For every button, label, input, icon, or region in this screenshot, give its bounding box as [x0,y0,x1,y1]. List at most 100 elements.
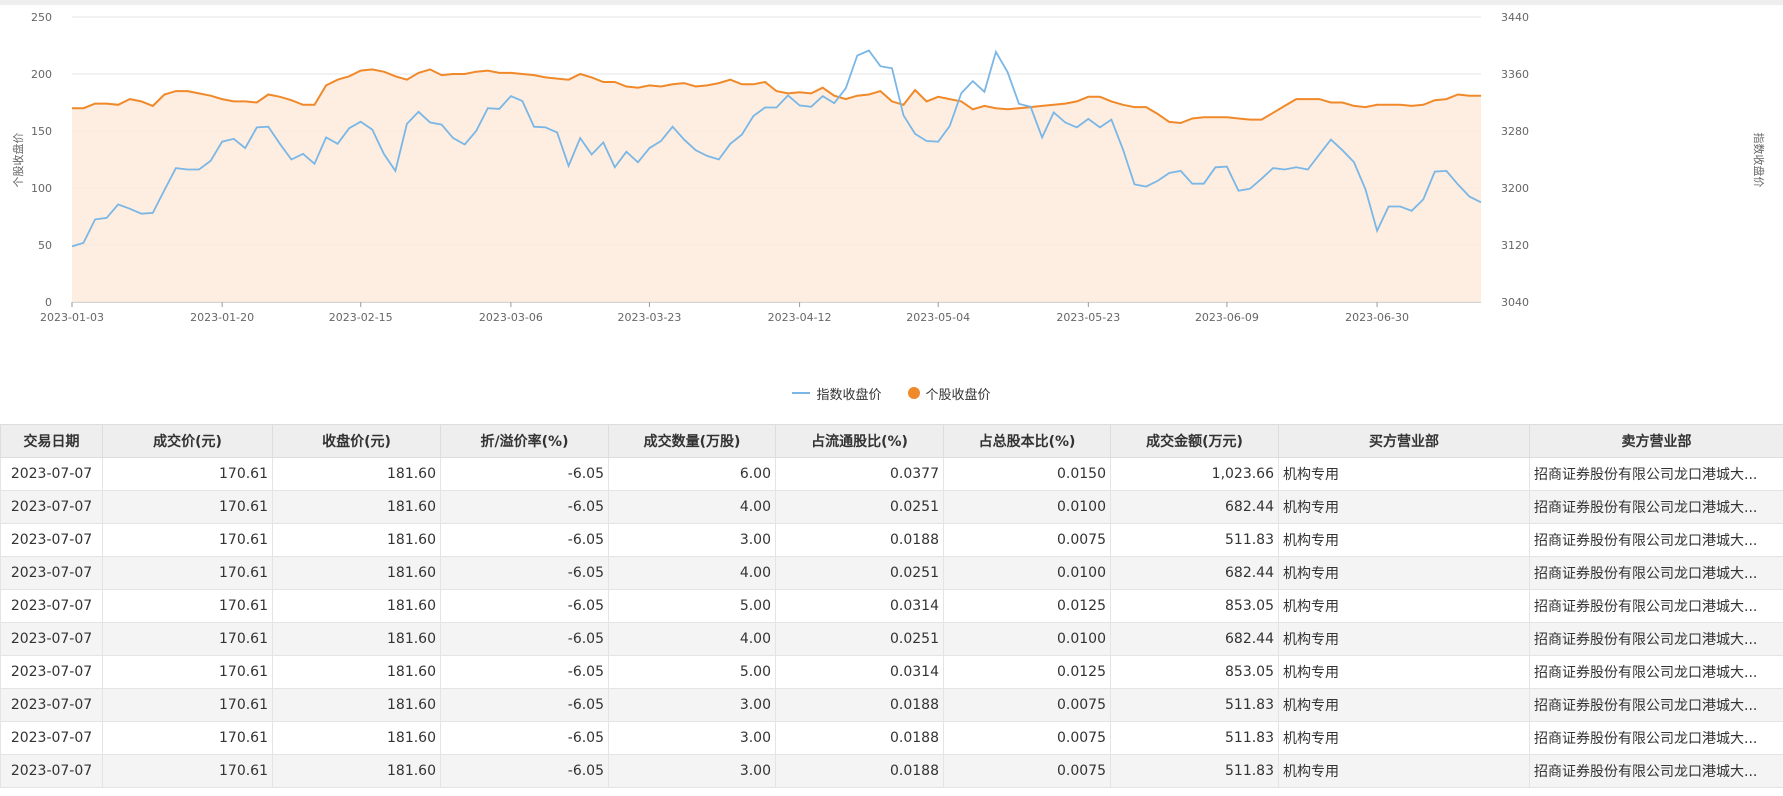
legend-item-index[interactable]: 指数收盘价 [792,384,882,403]
seller-dept-cell: 招商证券股份有限公司龙口港城大... [1529,655,1783,689]
buyer-dept-cell: 机构专用 [1278,589,1530,623]
buyer-dept-cell: 机构专用 [1278,523,1530,557]
deal-price-cell: 170.61 [102,457,273,491]
column-header[interactable]: 收盘价(元) [272,424,441,458]
volume-cell: 6.00 [608,457,776,491]
column-header[interactable]: 占流通股比(%) [775,424,944,458]
total-ratio-cell: 0.0075 [943,721,1111,755]
volume-cell: 4.00 [608,556,776,590]
column-header[interactable]: 交易日期 [0,424,103,458]
close-price-cell: 181.60 [272,490,441,524]
left-axis-tick-label: 150 [31,125,52,138]
close-price-cell: 181.60 [272,523,441,557]
premium-rate-cell: -6.05 [440,655,609,689]
premium-rate-cell: -6.05 [440,622,609,656]
right-axis-tick-label: 3120 [1501,239,1529,252]
deal-price-cell: 170.61 [102,523,273,557]
volume-cell: 3.00 [608,754,776,788]
left-axis-tick-label: 100 [31,182,52,195]
amount-cell: 511.83 [1110,523,1279,557]
stock-area-fill [72,69,1481,303]
total-ratio-cell: 0.0075 [943,523,1111,557]
column-header[interactable]: 买方营业部 [1278,424,1530,458]
deal-price-cell: 170.61 [102,655,273,689]
buyer-dept-cell: 机构专用 [1278,688,1530,722]
close-price-cell: 181.60 [272,457,441,491]
seller-dept-cell: 招商证券股份有限公司龙口港城大... [1529,523,1783,557]
close-price-cell: 181.60 [272,556,441,590]
trade-date-cell: 2023-07-07 [0,523,103,557]
table-row: 2023-07-07 170.61 181.60 -6.05 6.00 0.0377 0.0… [0,457,1783,491]
float-ratio-cell: 0.0251 [775,556,944,590]
float-ratio-cell: 0.0251 [775,622,944,656]
price-chart: 0 50 100 150 200 250 3040 3120 3200 3280 3360 3440 个… [11,11,1766,324]
seller-dept-cell: 招商证券股份有限公司龙口港城大... [1529,688,1783,722]
right-axis-tick-label: 3040 [1501,296,1529,309]
x-axis-tick-label: 2023-03-06 [479,311,543,324]
right-axis-title: 指数收盘价 [1752,133,1766,188]
amount-cell: 682.44 [1110,622,1279,656]
amount-cell: 511.83 [1110,688,1279,722]
table-row: 2023-07-07 170.61 181.60 -6.05 4.00 0.0251 0.0… [0,490,1783,524]
deal-price-cell: 170.61 [102,556,273,590]
trade-date-cell: 2023-07-07 [0,490,103,524]
seller-dept-cell: 招商证券股份有限公司龙口港城大... [1529,457,1783,491]
float-ratio-cell: 0.0251 [775,490,944,524]
seller-dept-cell: 招商证券股份有限公司龙口港城大... [1529,622,1783,656]
legend-item-stock[interactable]: 个股收盘价 [907,384,991,403]
legend-dot-icon [907,387,920,399]
close-price-cell: 181.60 [272,655,441,689]
amount-cell: 682.44 [1110,490,1279,524]
x-axis-tick-label: 2023-03-23 [617,311,681,324]
seller-dept-cell: 招商证券股份有限公司龙口港城大... [1529,490,1783,524]
total-ratio-cell: 0.0125 [943,589,1111,623]
column-header[interactable]: 成交金额(万元) [1110,424,1279,458]
volume-cell: 3.00 [608,721,776,755]
left-axis-tick-label: 200 [31,68,52,81]
right-axis-tick-label: 3360 [1501,68,1529,81]
premium-rate-cell: -6.05 [440,589,609,623]
amount-cell: 682.44 [1110,556,1279,590]
total-ratio-cell: 0.0100 [943,556,1111,590]
premium-rate-cell: -6.05 [440,523,609,557]
total-ratio-cell: 0.0075 [943,688,1111,722]
stock-close-line [72,68,1481,125]
amount-cell: 511.83 [1110,754,1279,788]
trade-date-cell: 2023-07-07 [0,556,103,590]
float-ratio-cell: 0.0188 [775,754,944,788]
close-price-cell: 181.60 [272,688,441,722]
legend-label-index: 指数收盘价 [816,387,882,403]
premium-rate-cell: -6.05 [440,556,609,590]
total-ratio-cell: 0.0125 [943,655,1111,689]
premium-rate-cell: -6.05 [440,688,609,722]
column-header[interactable]: 占总股本比(%) [943,424,1111,458]
premium-rate-cell: -6.05 [440,490,609,524]
premium-rate-cell: -6.05 [440,754,609,788]
volume-cell: 3.00 [608,688,776,722]
seller-dept-cell: 招商证券股份有限公司龙口港城大... [1529,721,1783,755]
table-row: 2023-07-07 170.61 181.60 -6.05 3.00 0.0188 0.0… [0,688,1783,722]
volume-cell: 4.00 [608,622,776,656]
trade-date-cell: 2023-07-07 [0,589,103,623]
buyer-dept-cell: 机构专用 [1278,754,1530,788]
total-ratio-cell: 0.0100 [943,490,1111,524]
total-ratio-cell: 0.0100 [943,622,1111,656]
header-row: 交易日期 成交价(元) 收盘价(元) 折/溢价率(%) 成交数量(万股) 占流通股比(%)… [0,424,1783,458]
column-header[interactable]: 成交数量(万股) [608,424,776,458]
right-axis-tick-label: 3200 [1501,182,1529,195]
close-price-cell: 181.60 [272,589,441,623]
column-header[interactable]: 卖方营业部 [1529,424,1783,458]
buyer-dept-cell: 机构专用 [1278,622,1530,656]
table-body: 2023-07-07 170.61 181.60 -6.05 6.00 0.0377 0.0… [0,457,1783,788]
table-row: 2023-07-07 170.61 181.60 -6.05 5.00 0.0314 0.0… [0,589,1783,623]
buyer-dept-cell: 机构专用 [1278,490,1530,524]
deal-price-cell: 170.61 [102,688,273,722]
close-price-cell: 181.60 [272,754,441,788]
left-axis-tick-label: 250 [31,11,52,24]
column-header[interactable]: 折/溢价率(%) [440,424,609,458]
x-axis-tick-label: 2023-01-03 [40,311,104,324]
right-axis-tick-label: 3280 [1501,125,1529,138]
column-header[interactable]: 成交价(元) [102,424,273,458]
float-ratio-cell: 0.0188 [775,721,944,755]
trade-date-cell: 2023-07-07 [0,721,103,755]
